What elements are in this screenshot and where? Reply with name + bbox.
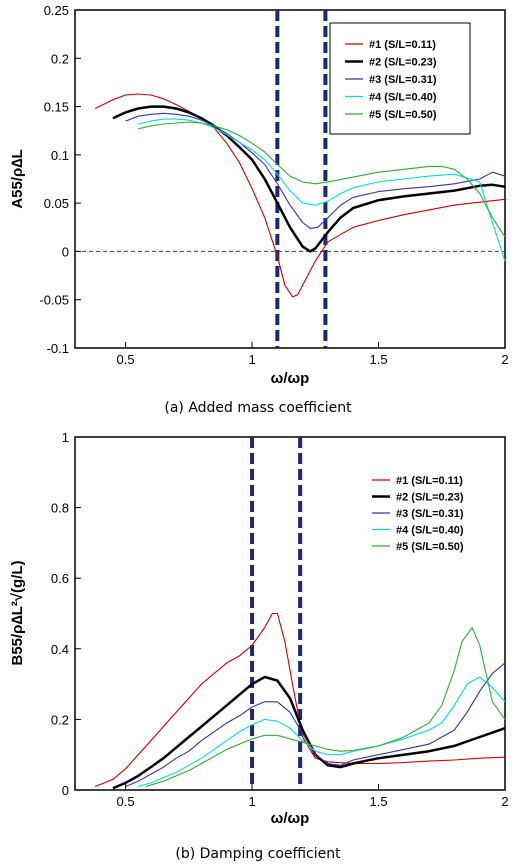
x-ticks-a: 0.5 1 1.5 2	[117, 342, 509, 367]
x-tick-label: 1	[248, 794, 255, 809]
series-group-b	[94, 612, 506, 790]
series-line-2	[112, 675, 506, 790]
y-tick-label: 0.15	[44, 100, 69, 115]
series-line-1	[94, 93, 506, 298]
series-line-2	[112, 105, 506, 253]
legend-entry-5: #5 (S/L=0.50)	[396, 541, 464, 553]
caption-a: (a) Added mass coefficient	[164, 400, 352, 416]
y-tick-label: 0.6	[51, 571, 69, 586]
y-tick-label: 0.2	[51, 712, 69, 727]
y-tick-label: -0.05	[39, 293, 69, 308]
plot-frame-b	[74, 436, 506, 791]
vertical-markers-a	[275, 10, 328, 348]
caption-b: (b) Damping coefficient	[175, 846, 341, 862]
series-line-3	[125, 112, 506, 229]
y-axis-label-b: B55/ρ∆L²√(g/L)	[9, 560, 26, 665]
y-ticks-a: -0.1 -0.05 0 0.05 0.1 0.15 0.2 0.25	[39, 3, 81, 356]
x-ticks-b: 0.5 1 1.5 2	[117, 784, 509, 809]
y-tick-label: -0.1	[47, 341, 69, 356]
x-tick-label: 1	[248, 352, 255, 367]
y-tick-label: 1	[62, 430, 69, 445]
y-tick-label: 0.4	[51, 642, 69, 657]
y-axis-label-a: A55/ρ∆L	[9, 149, 26, 208]
legend-entry-2: #2 (S/L=0.23)	[369, 57, 437, 69]
y-tick-label: 0.8	[51, 501, 69, 516]
plot-frame-a	[74, 9, 506, 349]
legend-b: #1 (S/L=0.11) #2 (S/L=0.23) #3 (S/L=0.31) #…	[372, 475, 464, 553]
y-tick-label: 0	[62, 783, 69, 798]
y-ticks-b: 0 0.2 0.4 0.6 0.8 1	[51, 430, 81, 798]
legend-entry-4: #4 (S/L=0.40)	[369, 92, 437, 104]
series-line-4	[138, 676, 506, 788]
series-line-3	[125, 662, 506, 788]
added-mass-panel: 0.5 1 1.5 2 -0.1 -0.05 0 0.05 0.1 0.15 0.2 0.25 #1…	[9, 3, 509, 416]
y-tick-label: 0.25	[44, 3, 69, 18]
y-tick-label: 0.05	[44, 196, 69, 211]
vertical-markers-b	[250, 437, 303, 790]
legend-entry-1: #1 (S/L=0.11)	[396, 475, 463, 487]
x-tick-label: 0.5	[117, 352, 135, 367]
legend-entry-3: #3 (S/L=0.31)	[369, 74, 437, 86]
x-tick-label: 1.5	[369, 794, 387, 809]
legend-entry-5: #5 (S/L=0.50)	[369, 109, 437, 121]
series-line-4	[138, 118, 506, 262]
y-tick-label: 0.2	[51, 51, 69, 66]
y-tick-label: 0.1	[51, 148, 69, 163]
y-tick-label: 0	[62, 244, 69, 259]
legend-entry-3: #3 (S/L=0.31)	[396, 508, 464, 520]
series-line-5	[145, 627, 506, 788]
x-tick-label: 2	[501, 794, 508, 809]
series-group-a	[94, 93, 506, 298]
legend-entry-4: #4 (S/L=0.40)	[396, 525, 464, 537]
x-axis-label-b: ω/ωp	[271, 810, 310, 827]
x-tick-label: 1.5	[369, 352, 387, 367]
x-tick-label: 2	[501, 352, 508, 367]
series-line-1	[94, 612, 506, 788]
legend-a: #1 (S/L=0.11) #2 (S/L=0.23) #3 (S/L=0.31) #…	[345, 39, 437, 121]
series-line-5	[138, 121, 506, 238]
damping-panel: 0.5 1 1.5 2 0 0.2 0.4 0.6 0.8 1 #1 (S/L=0.11) #2 …	[9, 430, 509, 862]
x-axis-label-a: ω/ωp	[271, 370, 310, 387]
legend-entry-2: #2 (S/L=0.23)	[396, 492, 464, 504]
x-tick-label: 0.5	[117, 794, 135, 809]
legend-entry-1: #1 (S/L=0.11)	[369, 39, 436, 51]
